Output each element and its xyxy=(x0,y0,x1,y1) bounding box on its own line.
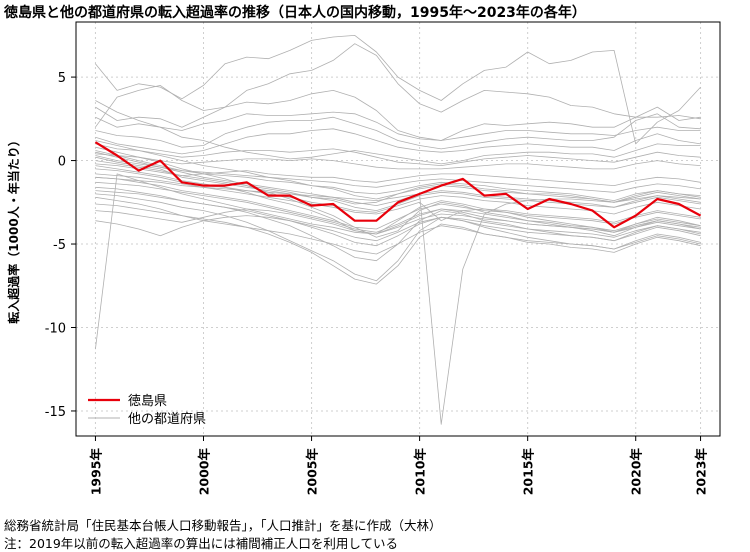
x-tick-label: 2023年 xyxy=(694,448,709,496)
series-line-other-21 xyxy=(95,140,701,203)
x-axis-ticks: 1995年 2000年 2005年 2010年 2015年 2020年 2023年 xyxy=(88,436,709,496)
series-line-other-1 xyxy=(95,35,701,145)
method-note: 注：2019年以前の転入超過率の算出には補間補正人口を利用している xyxy=(4,536,398,551)
series-line-other-23 xyxy=(95,151,701,208)
plot-frame xyxy=(75,21,721,437)
legend-label-other: 他の都道府県 xyxy=(128,412,206,427)
y-tick-label: 0 xyxy=(58,155,66,170)
chart-title: 徳島県と他の都道府県の転入超過率の推移（日本人の国内移動，1995年～2023年… xyxy=(4,5,586,21)
series-line-other-2 xyxy=(95,43,701,128)
x-tick-label: 2005年 xyxy=(305,448,320,496)
series-line-other-29 xyxy=(95,155,701,193)
series-line-other-16 xyxy=(95,146,701,238)
series-line-other-5 xyxy=(95,113,701,150)
series-line-other-6 xyxy=(95,128,701,155)
x-tick-label: 2020年 xyxy=(629,448,644,496)
series-line-other-7 xyxy=(95,100,701,165)
x-tick-label: 2015年 xyxy=(521,448,536,496)
series-line-other-25 xyxy=(95,176,701,425)
series-line-other-28 xyxy=(95,196,701,255)
series-line-tokushima xyxy=(94,141,702,229)
other-prefectures-series xyxy=(95,35,701,425)
series-line-other-22 xyxy=(95,181,701,233)
y-tick-label: -10 xyxy=(45,321,66,336)
series-line-other-20 xyxy=(95,160,701,212)
series-line-other-30 xyxy=(95,190,701,247)
series-line-other-14 xyxy=(95,176,701,230)
series-line-other-26 xyxy=(95,173,701,223)
series-line-other-19 xyxy=(95,203,701,285)
series-line-other-10 xyxy=(95,163,701,187)
series-line-other-12 xyxy=(95,150,701,202)
y-axis-ticks: 5 0 -5 -10 -15 xyxy=(45,71,76,420)
y-tick-label: -5 xyxy=(53,238,66,253)
x-tick-label: 2000年 xyxy=(197,448,212,496)
x-tick-label: 2010年 xyxy=(413,448,428,496)
series-line-other-4 xyxy=(95,111,701,141)
series-line-other-3 xyxy=(95,90,701,141)
source-note: 総務省統計局「住民基本台帳人口移動報告」，「人口推計」を基に作成（大林） xyxy=(4,518,442,533)
series-line-other-15 xyxy=(95,165,701,235)
tokushima-series xyxy=(94,141,702,229)
y-tick-label: -15 xyxy=(45,405,66,420)
x-tick-label: 1995年 xyxy=(88,448,103,496)
series-line-other-31 xyxy=(95,215,701,242)
y-axis-label: 転入超過率（1000人・年当たり） xyxy=(6,134,21,323)
legend-label-tokushima: 徳島県 xyxy=(128,394,167,409)
y-tick-label: 5 xyxy=(58,71,66,86)
series-line-other-9 xyxy=(95,153,701,170)
series-line-other-8 xyxy=(95,143,701,167)
